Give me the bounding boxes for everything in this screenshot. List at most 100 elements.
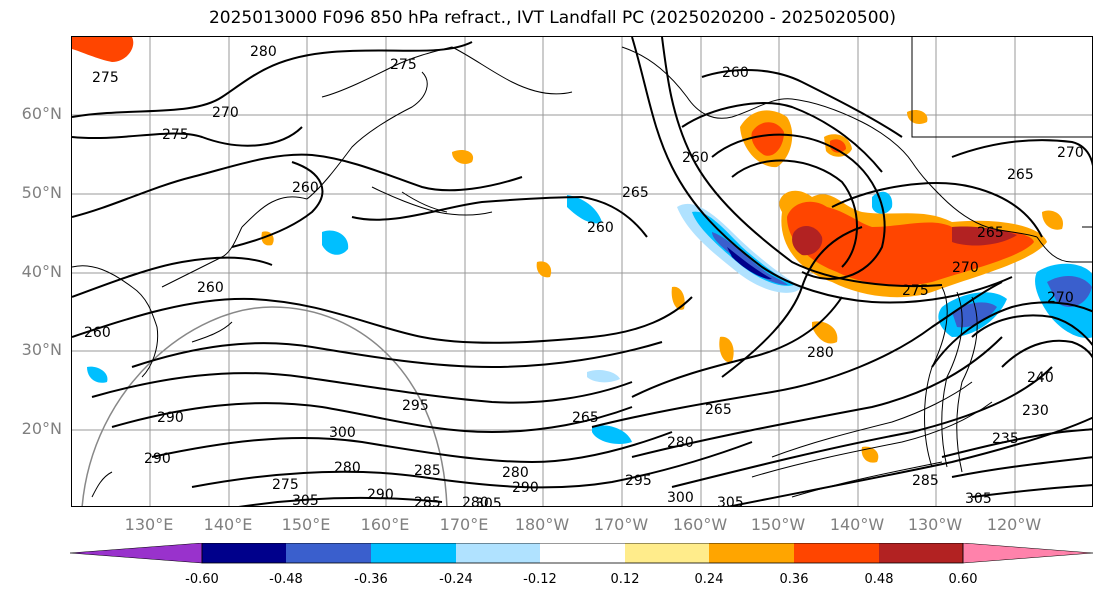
contour-label: 290: [512, 480, 539, 496]
fill-orange-ak2: [907, 110, 928, 124]
lat-label-50n: 50°N: [21, 183, 62, 202]
colorbar-tick-label: -0.36: [354, 572, 388, 587]
contour-label: 270: [212, 105, 239, 121]
colorbar-extend-right: [962, 542, 1094, 564]
contour-label: 305: [475, 496, 502, 507]
contour-label: 295: [625, 473, 652, 489]
contour-label: 235: [992, 431, 1019, 447]
lat-label-40n: 40°N: [21, 262, 62, 281]
contour-label: 300: [667, 490, 694, 506]
range-circle: [81, 306, 448, 506]
colorbar-tick-label: 0.12: [610, 572, 640, 587]
colorbar-segment: [794, 543, 879, 563]
fill-orange-kam: [452, 150, 474, 164]
contour-label: 280: [334, 460, 361, 476]
lon-label-140e: 140°E: [203, 515, 253, 534]
colorbar-segment: [371, 543, 456, 563]
fill-navy-pnw: [952, 302, 997, 328]
fill-orange-hi: [812, 321, 838, 344]
figure-title: 2025013000 F096 850 hPa refract., IVT La…: [208, 8, 896, 28]
contour-label: 270: [952, 260, 979, 276]
contour-label: 230: [1022, 403, 1049, 419]
colorbar-segment: [540, 543, 625, 563]
contour-label: 265: [1007, 167, 1034, 183]
fill-orange-bc2: [1042, 210, 1063, 230]
contour-label: 280: [462, 495, 489, 507]
lon-label-160w: 160°W: [672, 515, 728, 534]
colorbar-outline: [201, 542, 964, 564]
fill-navy-arc: [712, 232, 788, 285]
contour-label: 260: [587, 220, 614, 236]
fill-orange-ssw: [671, 286, 685, 310]
colorbar-segment: [879, 543, 963, 563]
colorbar-segment: [286, 543, 371, 563]
fill-navy-east: [1047, 275, 1092, 307]
lon-label-180w: 180°W: [514, 515, 570, 534]
fill-red-main: [787, 201, 1034, 286]
map-svg: 280 275 275 270 275 260 260 265 260 260 …: [72, 37, 1092, 507]
contour-label: 270: [1057, 145, 1084, 161]
colorbar-tick-label: -0.60: [185, 572, 219, 587]
contour-label: 280: [807, 345, 834, 361]
lat-label-30n: 30°N: [21, 340, 62, 359]
colorbar: [69, 542, 1095, 569]
colorbar-tick-label: 0.48: [864, 572, 894, 587]
contour-label: 265: [977, 225, 1004, 241]
contour-label: 305: [292, 493, 319, 507]
contour-label: 295: [402, 398, 429, 414]
contour-label: 275: [902, 283, 929, 299]
contour-label: 285: [414, 463, 441, 479]
lon-label-130e: 130°E: [124, 515, 174, 534]
fill-blue-kuril: [322, 230, 349, 255]
ivt-anomaly-fills: [72, 37, 1092, 463]
contour-label: 280: [250, 44, 277, 60]
fill-orange-mid: [536, 261, 552, 278]
contour-label: 290: [157, 410, 184, 426]
lon-label-150e: 150°E: [281, 515, 331, 534]
fill-blue-tropic: [592, 425, 632, 444]
thin-contours: [751, 286, 993, 498]
contour-label: 260: [682, 150, 709, 166]
contour-label: 270: [1047, 290, 1074, 306]
contour-label: 275: [162, 127, 189, 143]
fill-red-gulf2: [830, 139, 846, 153]
refractivity-contours: [72, 37, 1092, 506]
fill-blue-sw: [87, 366, 108, 383]
contour-label: 290: [144, 451, 171, 467]
colorbar-segment: [709, 543, 794, 563]
colorbar-segment: [456, 543, 540, 563]
contour-label: 290: [367, 487, 394, 503]
colorbar-tick-label: -0.12: [523, 572, 557, 587]
lon-label-150w: 150°W: [750, 515, 806, 534]
contour-label: 265: [622, 185, 649, 201]
colorbar-tick-label: 0.24: [694, 572, 724, 587]
fill-darkred-east: [952, 226, 1017, 246]
colorbar-segment: [202, 543, 286, 563]
contour-label: 260: [292, 180, 319, 196]
contour-label: 285: [414, 495, 441, 507]
fill-blue-central: [567, 195, 602, 224]
lon-label-140w: 140°W: [829, 515, 885, 534]
lon-label-170e: 170°E: [439, 515, 489, 534]
lon-label-130w: 130°W: [907, 515, 963, 534]
colorbar-tick-label: -0.24: [439, 572, 473, 587]
contour-label: 265: [572, 410, 599, 426]
contour-label: 260: [197, 280, 224, 296]
contour-label: 280: [502, 465, 529, 481]
colorbar-extend-left: [69, 542, 203, 564]
contour-label: 275: [272, 477, 299, 493]
colorbar-tick-label: 0.36: [779, 572, 809, 587]
contour-label: 275: [390, 57, 417, 73]
fill-darkred-main: [792, 225, 823, 256]
contour-label: 300: [329, 425, 356, 441]
fill-orange-hi2: [719, 336, 734, 363]
colorbar-svg: [69, 542, 1094, 564]
colorbar-tick-label: 0.60: [948, 572, 978, 587]
contour-label: 280: [667, 435, 694, 451]
lat-label-20n: 20°N: [21, 419, 62, 438]
fill-orange-s: [861, 446, 879, 463]
contour-label: 240: [1027, 370, 1054, 386]
contour-label: 260: [84, 325, 111, 341]
contour-label: 305: [717, 495, 744, 507]
contour-label: 305: [965, 491, 992, 507]
